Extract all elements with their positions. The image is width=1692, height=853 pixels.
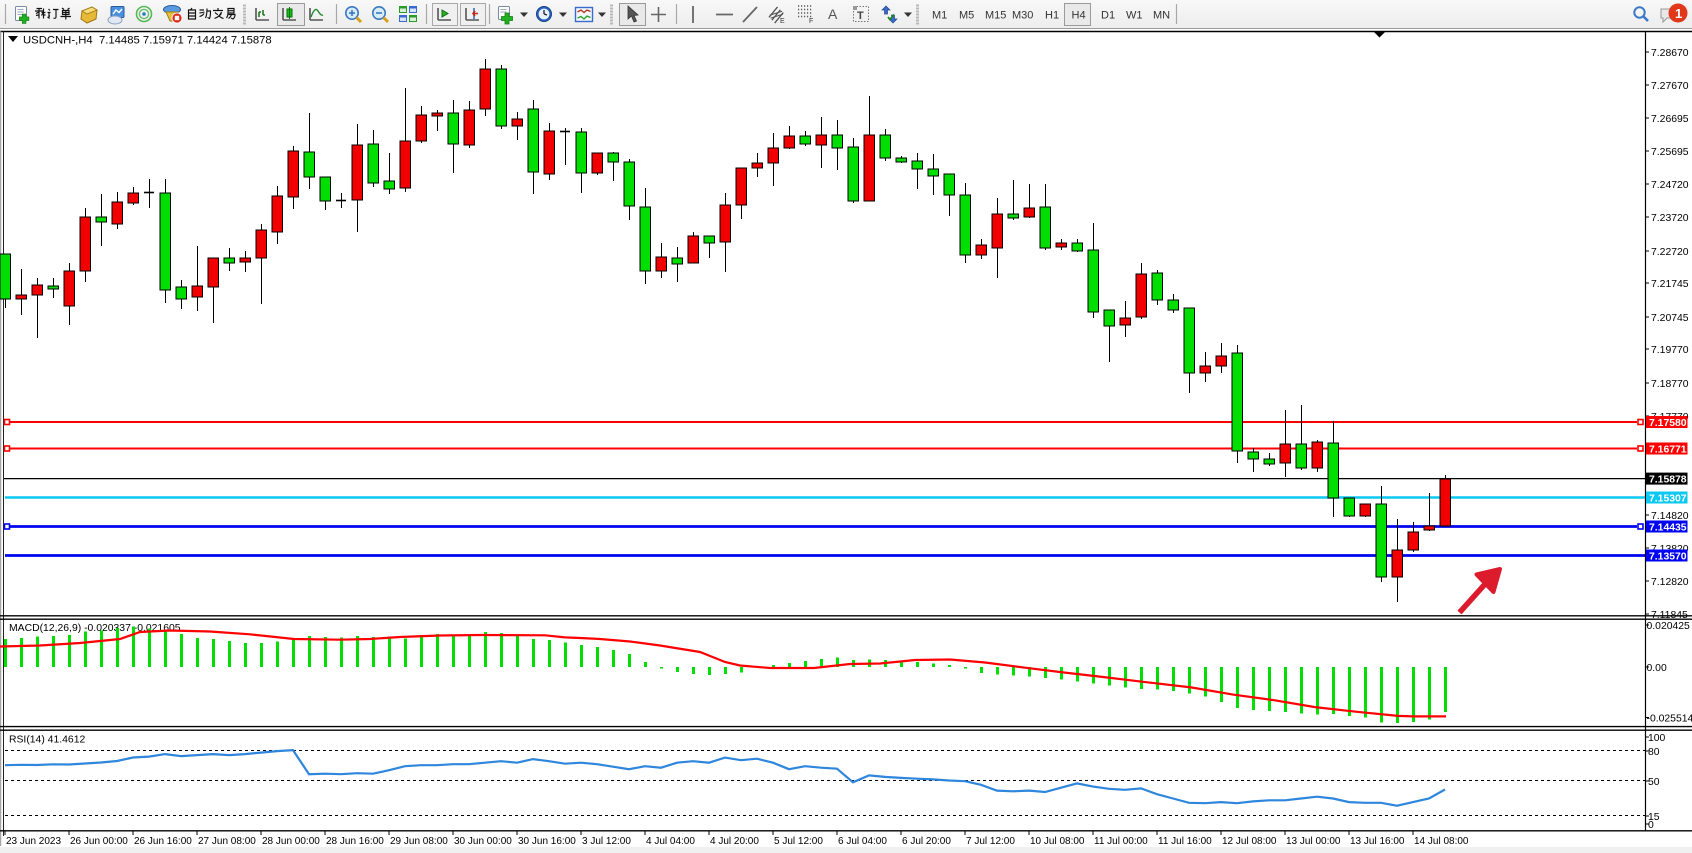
svg-text:50: 50 bbox=[1648, 777, 1660, 788]
svg-text:7.15307: 7.15307 bbox=[1649, 494, 1687, 505]
svg-text:H4: H4 bbox=[1072, 10, 1086, 22]
svg-text:MACD(12,26,9) -0.020337 -0.021: MACD(12,26,9) -0.020337 -0.021605 bbox=[9, 623, 181, 634]
svg-text:6 Jul 04:00: 6 Jul 04:00 bbox=[838, 836, 887, 847]
svg-text:6 Jul 20:00: 6 Jul 20:00 bbox=[902, 836, 951, 847]
svg-text:W1: W1 bbox=[1126, 10, 1143, 22]
svg-text:MN: MN bbox=[1153, 10, 1170, 22]
svg-text:11 Jul 16:00: 11 Jul 16:00 bbox=[1158, 836, 1212, 847]
svg-text:7.21745: 7.21745 bbox=[1651, 279, 1689, 290]
svg-text:26 Jun 16:00: 26 Jun 16:00 bbox=[134, 836, 192, 847]
svg-text:3 Jul 12:00: 3 Jul 12:00 bbox=[582, 836, 631, 847]
svg-text:10 Jul 08:00: 10 Jul 08:00 bbox=[1030, 836, 1085, 847]
svg-text:13 Jul 16:00: 13 Jul 16:00 bbox=[1350, 836, 1405, 847]
svg-text:7.23720: 7.23720 bbox=[1651, 213, 1689, 224]
svg-text:T: T bbox=[857, 10, 864, 22]
svg-text:7.18770: 7.18770 bbox=[1651, 379, 1689, 390]
svg-text:E: E bbox=[780, 18, 785, 25]
svg-text:1: 1 bbox=[1675, 6, 1682, 21]
svg-text:F: F bbox=[809, 18, 813, 25]
svg-text:H1: H1 bbox=[1045, 10, 1059, 22]
svg-text:7.16771: 7.16771 bbox=[1649, 445, 1687, 456]
svg-text:7.14435: 7.14435 bbox=[1649, 523, 1687, 534]
svg-text:28 Jun 00:00: 28 Jun 00:00 bbox=[262, 836, 320, 847]
svg-text:M5: M5 bbox=[959, 10, 974, 22]
svg-text:M30: M30 bbox=[1012, 10, 1033, 22]
svg-text:0.020425: 0.020425 bbox=[1647, 621, 1691, 632]
svg-text:11 Jul 00:00: 11 Jul 00:00 bbox=[1094, 836, 1148, 847]
svg-text:7.11845: 7.11845 bbox=[1651, 610, 1688, 621]
svg-text:100: 100 bbox=[1648, 733, 1666, 744]
svg-text:7.15878: 7.15878 bbox=[1649, 475, 1687, 486]
svg-text:12 Jul 08:00: 12 Jul 08:00 bbox=[1222, 836, 1277, 847]
svg-text:7.20745: 7.20745 bbox=[1651, 313, 1689, 324]
svg-text:15: 15 bbox=[1648, 812, 1660, 823]
svg-text:7.22720: 7.22720 bbox=[1651, 247, 1689, 258]
svg-text:7.28670: 7.28670 bbox=[1651, 48, 1689, 59]
svg-text:0: 0 bbox=[1648, 820, 1654, 831]
svg-text:7.14820: 7.14820 bbox=[1651, 511, 1689, 522]
svg-text:M1: M1 bbox=[932, 10, 947, 22]
svg-text:7.25695: 7.25695 bbox=[1651, 147, 1689, 158]
svg-text:29 Jun 08:00: 29 Jun 08:00 bbox=[390, 836, 448, 847]
svg-text:7.17580: 7.17580 bbox=[1649, 418, 1687, 429]
svg-text:USDCNH-,H4 7.14485 7.15971 7.: USDCNH-,H4 7.14485 7.15971 7.14424 7.158… bbox=[23, 35, 272, 47]
svg-text:RSI(14) 41.4612: RSI(14) 41.4612 bbox=[9, 735, 85, 746]
svg-text:7.26695: 7.26695 bbox=[1651, 114, 1689, 125]
svg-text:A: A bbox=[828, 6, 838, 22]
svg-text:0.00: 0.00 bbox=[1647, 663, 1667, 674]
svg-text:M15: M15 bbox=[985, 10, 1006, 22]
svg-text:4 Jul 04:00: 4 Jul 04:00 bbox=[646, 836, 695, 847]
svg-text:7 Jul 12:00: 7 Jul 12:00 bbox=[966, 836, 1015, 847]
svg-text:26 Jun 00:00: 26 Jun 00:00 bbox=[70, 836, 128, 847]
svg-text:D1: D1 bbox=[1101, 10, 1115, 22]
svg-text:28 Jun 16:00: 28 Jun 16:00 bbox=[326, 836, 384, 847]
svg-text:30 Jun 16:00: 30 Jun 16:00 bbox=[518, 836, 576, 847]
svg-text:-0.025514: -0.025514 bbox=[1647, 714, 1692, 725]
svg-text:4 Jul 20:00: 4 Jul 20:00 bbox=[710, 836, 759, 847]
svg-text:7.24720: 7.24720 bbox=[1651, 180, 1689, 191]
svg-text:23 Jun 2023: 23 Jun 2023 bbox=[6, 836, 61, 847]
svg-text:7.12820: 7.12820 bbox=[1651, 577, 1689, 588]
svg-text:5 Jul 12:00: 5 Jul 12:00 bbox=[774, 836, 823, 847]
svg-text:30 Jun 00:00: 30 Jun 00:00 bbox=[454, 836, 512, 847]
svg-text:27 Jun 08:00: 27 Jun 08:00 bbox=[198, 836, 256, 847]
svg-text:7.13570: 7.13570 bbox=[1649, 552, 1687, 563]
svg-text:14 Jul 08:00: 14 Jul 08:00 bbox=[1414, 836, 1469, 847]
svg-text:80: 80 bbox=[1648, 747, 1660, 758]
svg-text:7.27670: 7.27670 bbox=[1651, 81, 1689, 92]
svg-text:13 Jul 00:00: 13 Jul 00:00 bbox=[1286, 836, 1341, 847]
svg-text:7.19770: 7.19770 bbox=[1651, 345, 1689, 356]
